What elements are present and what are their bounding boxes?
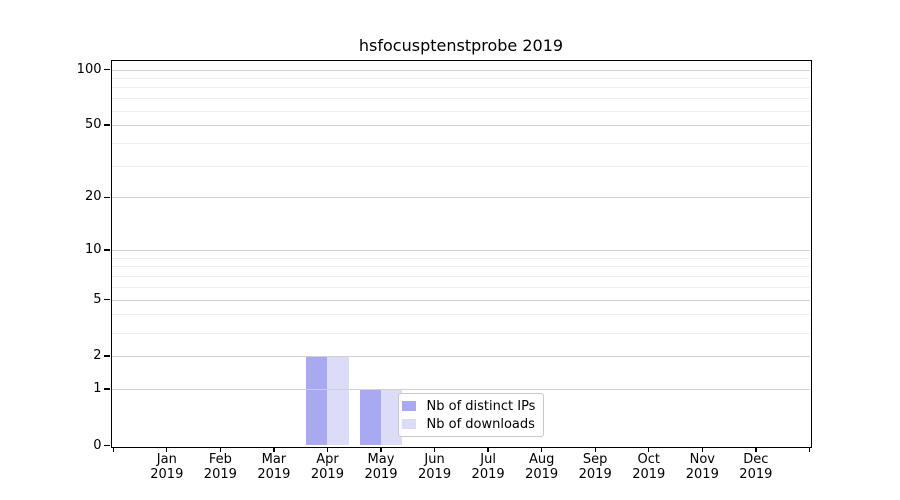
bar-downloads-month-4 [327,355,349,446]
x-axis-tick [808,447,811,452]
gridline-major [111,250,810,252]
x-axis-tick-label-year: 2019 [310,467,344,482]
x-axis-tick-label: Mar 2019 [242,452,306,483]
x-axis-tick [648,447,650,452]
gridline-minor [111,266,810,268]
x-axis-tick-label-year: 2019 [418,467,452,482]
x-axis-tick-label: Oct 2019 [617,452,681,483]
x-axis-tick [380,447,382,452]
x-axis-tick-label: Nov 2019 [670,452,734,483]
x-axis-tick-label-year: 2019 [685,467,719,482]
bar-distinct-ips-month-5 [359,389,381,446]
x-axis-tick [755,447,757,452]
x-axis-tick-label-year: 2019 [632,467,666,482]
x-axis-tick-label-year: 2019 [525,467,559,482]
x-axis-tick [273,447,275,452]
x-axis-tick-label: Jan 2019 [135,452,199,483]
legend: Nb of distinct IPs Nb of downloads [397,393,544,437]
y-axis-tick-label: 10 [84,242,102,258]
x-axis-tick-label-year: 2019 [150,467,184,482]
x-axis-tick [540,447,543,452]
chart-title: hsfocusptenstprobe 2019 [358,36,564,55]
x-axis-tick-label: Jun 2019 [403,452,467,483]
y-axis-tick [103,249,110,251]
x-axis-tick-label-year: 2019 [578,467,612,482]
gridline-minor [111,257,810,259]
x-axis-tick-label: Feb 2019 [188,452,252,483]
bar-distinct-ips-month-4 [306,355,328,446]
gridline-minor [111,332,810,334]
x-axis-tick-label-year: 2019 [203,467,237,482]
y-axis-tick-label: 100 [76,61,102,77]
x-axis-tick [219,447,222,452]
x-axis-tick-label: Aug 2019 [510,452,574,483]
y-axis-tick [103,124,110,126]
gridline-minor [111,142,810,144]
y-axis-tick [103,355,110,357]
gridline-major [111,125,810,127]
x-axis-tick-label-year: 2019 [739,467,773,482]
gridline-major [111,355,810,357]
y-axis-tick-label: 20 [84,189,102,205]
x-axis-tick [326,447,329,452]
y-axis-tick-label: 5 [93,291,102,307]
y-axis-tick-label: 1 [93,381,102,397]
y-axis-tick [103,68,110,71]
x-axis-tick-label: Jul 2019 [456,452,520,483]
legend-swatch-distinct-ips [401,401,416,411]
gridline-minor [111,165,810,167]
x-axis-tick-label: May 2019 [349,452,413,483]
x-axis-tick [433,447,436,452]
x-axis-tick [166,447,168,452]
gridline-minor [111,98,810,100]
plot-area: 0 1 2 5 10 20 50 100 Jan 2019 Feb 2019 Mar 2019 Apr 201… [77,59,812,482]
legend-item-distinct-ips: Nb of distinct IPs [401,398,539,415]
y-axis-tick [103,388,110,390]
x-axis-tick [112,447,114,452]
y-axis-tick-label: 0 [93,437,102,453]
legend-swatch-downloads [401,419,416,429]
gridline-major [111,197,810,199]
x-axis-tick [701,447,703,452]
x-axis-tick-label-year: 2019 [364,467,398,482]
x-axis-tick [487,447,489,452]
gridline-major [111,299,810,301]
x-axis-tick-label: Dec 2019 [724,452,788,483]
x-axis-tick-label-year: 2019 [257,467,291,482]
legend-label-distinct-ips: Nb of distinct IPs [426,398,536,414]
legend-label-downloads: Nb of downloads [426,416,535,432]
y-axis-tick-label: 50 [84,117,102,133]
y-axis-tick [103,298,110,301]
y-axis-tick [103,196,110,199]
gridline-major [111,389,810,391]
x-axis-tick-label: Sep 2019 [563,452,627,483]
gridline-minor [111,77,810,79]
legend-item-downloads: Nb of downloads [401,416,539,433]
x-axis-tick [594,447,596,452]
gridline-minor [111,87,810,89]
gridline-minor [111,110,810,112]
gridline-minor [111,276,810,278]
gridline-minor [111,286,810,288]
gridline-major [111,69,810,71]
bar-downloads-month-5 [381,389,403,446]
y-axis-tick [103,444,110,447]
x-axis-tick-label: Apr 2019 [295,452,359,483]
y-axis-tick-label: 2 [93,347,102,363]
x-axis-tick-label-year: 2019 [471,467,505,482]
gridline-minor [111,314,810,316]
